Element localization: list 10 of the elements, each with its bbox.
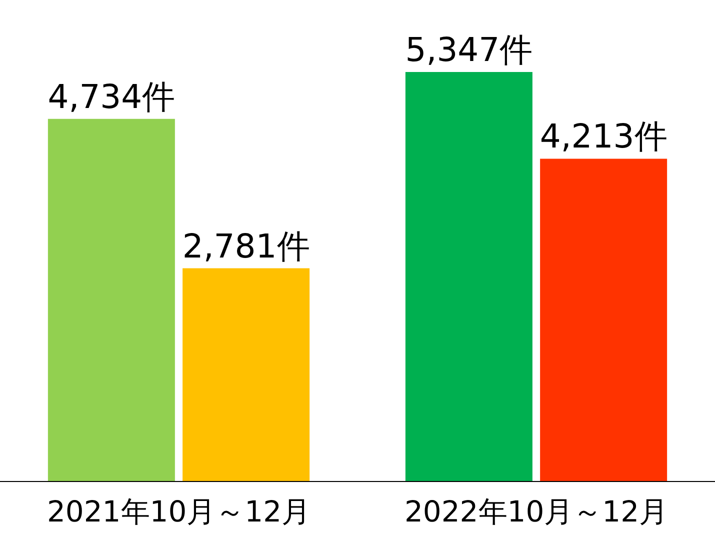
bar [540,158,668,481]
data-label: 4,734件 [48,76,176,116]
bar [182,268,310,481]
data-label: 5,347件 [405,30,533,69]
bar [405,72,532,481]
bar [48,118,175,481]
data-label: 4,213件 [540,116,668,156]
x-tick-label: 2022年10月～12月 [404,494,668,528]
data-label: 2,781件 [182,226,310,266]
x-tick-label: 2021年10月～12月 [46,494,311,528]
